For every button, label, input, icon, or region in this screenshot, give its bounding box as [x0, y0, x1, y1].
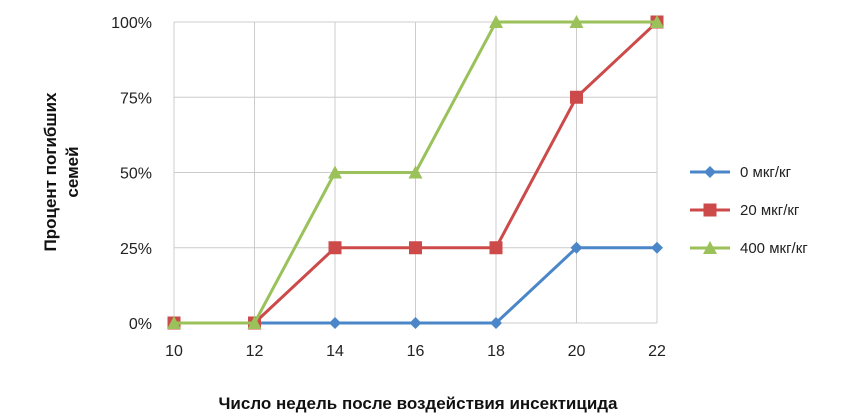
x-tick-label: 12	[246, 343, 264, 360]
y-tick-label: 100%	[111, 15, 152, 32]
y-axis-title: Процент погибших семей	[41, 92, 82, 252]
chart-legend: 0 мкг/кг 20 мкг/кг 400 мкг/кг	[690, 164, 808, 257]
x-tick-label: 16	[407, 343, 425, 360]
legend-label: 400 мкг/кг	[740, 240, 808, 257]
y-tick-label: 25%	[120, 241, 152, 258]
data-point	[570, 241, 583, 254]
data-point	[247, 316, 262, 329]
series-2	[167, 15, 664, 329]
y-tick-label: 0%	[129, 316, 152, 333]
axis-ticks: 0% 25% 50% 75% 100% 10 12 14 16 18 20 22	[111, 15, 666, 360]
data-point	[328, 165, 342, 179]
x-tick-label: 10	[165, 343, 183, 360]
x-tick-label: 20	[568, 343, 586, 360]
data-point	[651, 241, 663, 254]
x-tick-label: 14	[326, 343, 344, 360]
y-tick-label: 50%	[120, 166, 152, 183]
data-point	[570, 90, 583, 104]
x-axis-title: Число недель после воздействия инсектици…	[218, 394, 618, 413]
series-layer	[167, 15, 664, 330]
data-point	[650, 15, 664, 28]
x-tick-label: 18	[487, 343, 505, 360]
legend-marker	[703, 203, 717, 217]
data-point	[490, 317, 502, 329]
data-point	[408, 165, 423, 179]
data-point	[328, 241, 342, 255]
data-point	[409, 241, 422, 255]
data-point	[167, 316, 181, 329]
x-tick-label: 22	[648, 343, 666, 360]
data-point	[409, 317, 422, 329]
legend-marker	[704, 166, 716, 178]
legend-item: 0 мкг/кг	[690, 164, 792, 181]
legend-label: 20 мкг/кг	[740, 202, 800, 219]
data-point	[489, 241, 503, 255]
data-point	[329, 317, 341, 329]
data-point	[489, 15, 503, 28]
legend-marker	[703, 241, 717, 254]
legend-item: 20 мкг/кг	[690, 202, 800, 219]
y-tick-label: 75%	[120, 90, 152, 107]
legend-item: 400 мкг/кг	[690, 240, 808, 257]
legend-label: 0 мкг/кг	[740, 164, 792, 181]
data-point	[569, 15, 584, 28]
